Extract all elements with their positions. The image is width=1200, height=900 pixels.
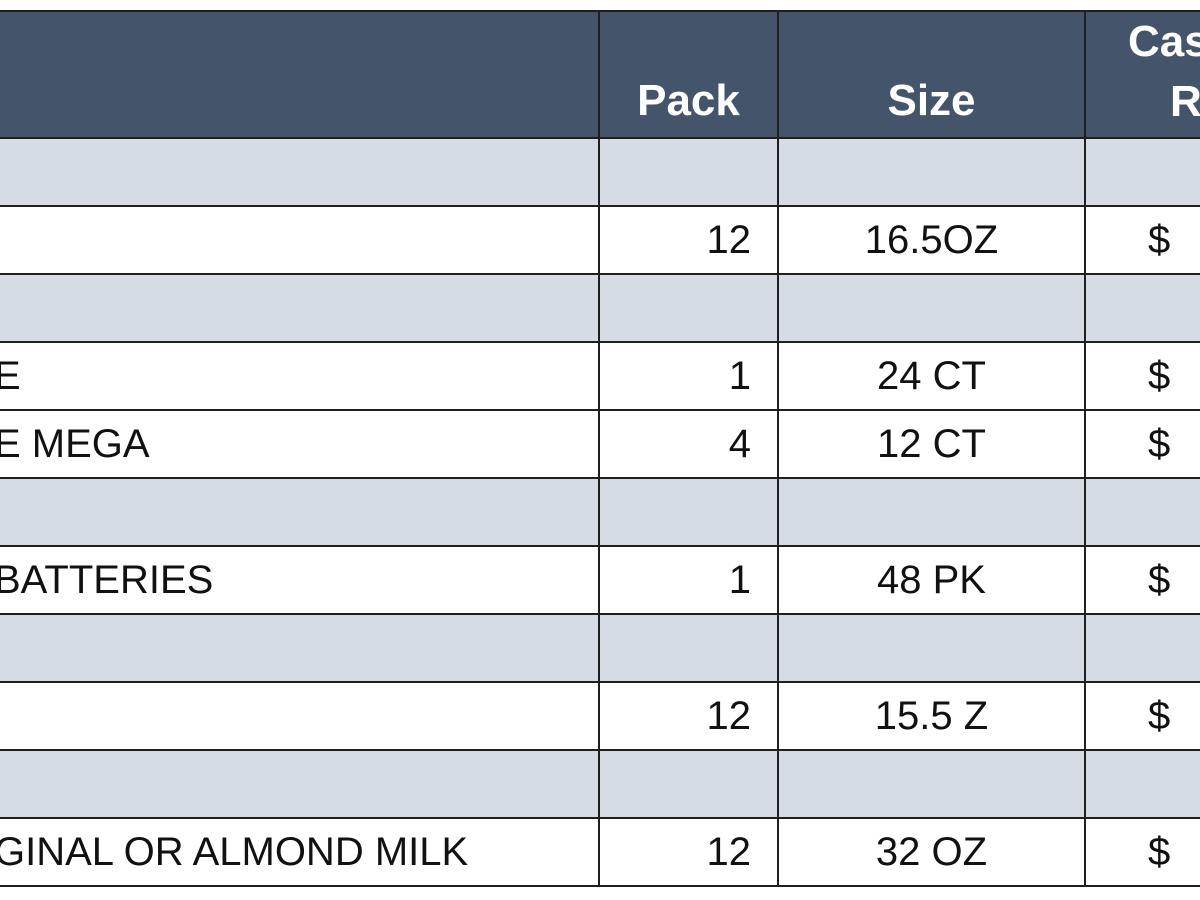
size-cell-text: 48 PK bbox=[877, 557, 986, 602]
case-price-cell-text: $ bbox=[1148, 217, 1171, 262]
pack-cell: 12 bbox=[598, 205, 779, 275]
pack-cell: 4 bbox=[598, 409, 779, 479]
header-case-line2: R bbox=[1170, 77, 1200, 126]
case-price-cell-text: $ bbox=[1148, 353, 1171, 398]
case-price-cell-text: $ bbox=[1148, 829, 1171, 874]
section-row bbox=[0, 273, 1200, 343]
size-cell bbox=[777, 137, 1086, 207]
case-price-cell: $ bbox=[1084, 205, 1200, 275]
size-cell: 32 OZ bbox=[777, 817, 1086, 887]
case-price-cell bbox=[1084, 613, 1200, 683]
case-price-cell: $ bbox=[1084, 545, 1200, 615]
case-price-cell bbox=[1084, 749, 1200, 819]
size-cell-text: 32 OZ bbox=[875, 829, 988, 874]
description-cell: E bbox=[0, 341, 600, 411]
pack-cell bbox=[598, 477, 779, 547]
section-row bbox=[0, 749, 1200, 819]
description-cell-text: BATTERIES bbox=[0, 557, 214, 602]
price-sheet: Pack Size Cas R 12 16.5OZ $ E 1 24 CT $ E MEGA 4… bbox=[0, 10, 1200, 887]
section-row bbox=[0, 477, 1200, 547]
description-cell bbox=[0, 681, 600, 751]
pack-cell: 12 bbox=[598, 681, 779, 751]
description-cell-text: E bbox=[1, 354, 21, 398]
size-cell: 15.5 Z bbox=[777, 681, 1086, 751]
description-cell bbox=[0, 137, 600, 207]
pack-cell-text: 1 bbox=[728, 353, 751, 398]
description-cell: GINAL OR ALMOND MILK bbox=[0, 817, 600, 887]
table-row: BATTERIES 1 48 PK $ bbox=[0, 545, 1200, 615]
header-case-line1: Cas bbox=[1128, 17, 1200, 66]
size-cell-text: 12 CT bbox=[877, 421, 986, 466]
size-cell bbox=[777, 477, 1086, 547]
case-price-cell-text: $ bbox=[1148, 693, 1171, 738]
table-row: 12 15.5 Z $ bbox=[0, 681, 1200, 751]
size-cell bbox=[777, 273, 1086, 343]
pack-cell bbox=[598, 613, 779, 683]
case-price-cell: $ bbox=[1084, 409, 1200, 479]
description-cell bbox=[0, 749, 600, 819]
section-row bbox=[0, 613, 1200, 683]
pack-cell-text: 12 bbox=[706, 217, 752, 262]
pack-cell bbox=[598, 273, 779, 343]
header-case: Cas R bbox=[1084, 10, 1200, 139]
case-price-cell bbox=[1084, 273, 1200, 343]
table-row: E 1 24 CT $ bbox=[0, 341, 1200, 411]
header-row: Pack Size Cas R bbox=[0, 10, 1200, 139]
description-cell bbox=[0, 273, 600, 343]
size-cell: 24 CT bbox=[777, 341, 1086, 411]
case-price-cell: $ bbox=[1084, 681, 1200, 751]
case-price-cell-text: $ bbox=[1148, 421, 1171, 466]
description-cell-text: E MEGA bbox=[0, 421, 150, 466]
pack-cell bbox=[598, 137, 779, 207]
pack-cell: 1 bbox=[598, 341, 779, 411]
table-body: 12 16.5OZ $ E 1 24 CT $ E MEGA 4 12 CT $ BATTERIES 1… bbox=[0, 137, 1200, 887]
pack-cell bbox=[598, 749, 779, 819]
size-cell-text: 24 CT bbox=[877, 353, 986, 398]
header-description bbox=[0, 10, 600, 139]
table-row: GINAL OR ALMOND MILK 12 32 OZ $ bbox=[0, 817, 1200, 887]
pack-cell: 12 bbox=[598, 817, 779, 887]
size-cell-text: 16.5OZ bbox=[864, 217, 999, 262]
pack-cell-text: 4 bbox=[728, 421, 751, 466]
size-cell: 48 PK bbox=[777, 545, 1086, 615]
header-size: Size bbox=[777, 10, 1086, 139]
product-table: Pack Size Cas R 12 16.5OZ $ E 1 24 CT $ E MEGA 4… bbox=[0, 10, 1200, 887]
pack-cell: 1 bbox=[598, 545, 779, 615]
size-cell bbox=[777, 613, 1086, 683]
case-price-cell-text: $ bbox=[1148, 557, 1171, 602]
size-cell: 12 CT bbox=[777, 409, 1086, 479]
size-cell: 16.5OZ bbox=[777, 205, 1086, 275]
case-price-cell: $ bbox=[1084, 341, 1200, 411]
section-row bbox=[0, 137, 1200, 207]
pack-cell-text: 12 bbox=[706, 829, 752, 874]
size-cell-text: 15.5 Z bbox=[874, 693, 989, 738]
description-cell-text: GINAL OR ALMOND MILK bbox=[0, 829, 469, 874]
case-price-cell bbox=[1084, 477, 1200, 547]
pack-cell-text: 12 bbox=[706, 693, 752, 738]
table-row: E MEGA 4 12 CT $ bbox=[0, 409, 1200, 479]
description-cell: E MEGA bbox=[0, 409, 600, 479]
description-cell bbox=[0, 205, 600, 275]
table-row: 12 16.5OZ $ bbox=[0, 205, 1200, 275]
case-price-cell: $ bbox=[1084, 817, 1200, 887]
description-cell bbox=[0, 477, 600, 547]
size-cell bbox=[777, 749, 1086, 819]
header-pack: Pack bbox=[598, 10, 779, 139]
description-cell bbox=[0, 613, 600, 683]
pack-cell-text: 1 bbox=[728, 557, 751, 602]
case-price-cell bbox=[1084, 137, 1200, 207]
description-cell: BATTERIES bbox=[0, 545, 600, 615]
